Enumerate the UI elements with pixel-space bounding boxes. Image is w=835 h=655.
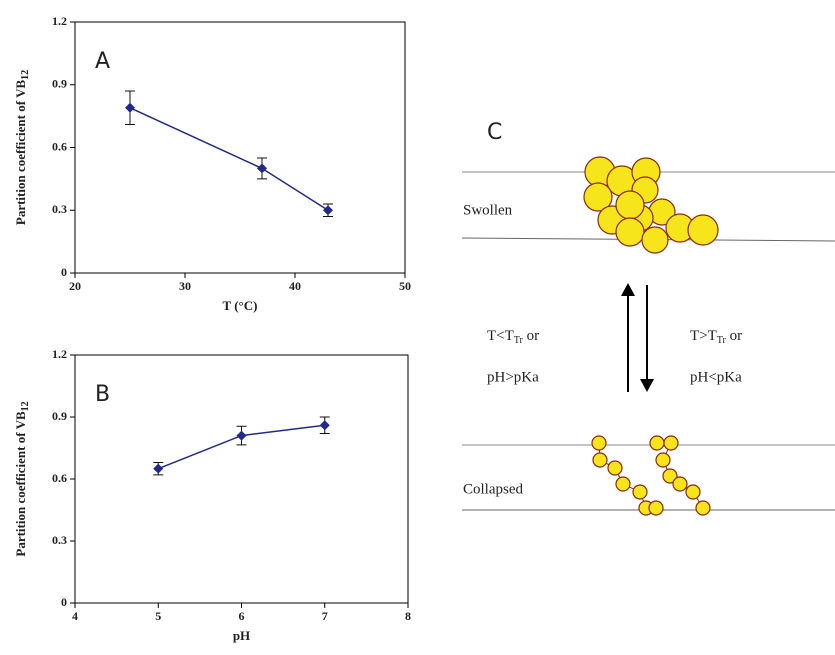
state-label: Swollen — [463, 202, 513, 218]
bead — [649, 435, 665, 451]
cond-text: or — [726, 328, 742, 344]
x-tick-label: 50 — [399, 279, 411, 293]
y-axis-label-text: Partition coefficient of VB — [13, 411, 28, 557]
data-point — [153, 463, 164, 474]
state-label: Collapsed — [463, 481, 523, 497]
y-tick-label: 0.6 — [52, 471, 67, 485]
bead — [592, 452, 608, 468]
bead — [583, 182, 613, 212]
bead — [655, 452, 671, 468]
chain — [598, 442, 656, 509]
condition: T<TTr or — [487, 328, 539, 346]
data-point — [236, 430, 247, 441]
y-tick-label: 0.3 — [52, 202, 67, 216]
x-tick-label: 40 — [289, 279, 301, 293]
series-line — [129, 107, 329, 211]
y-axis-label-sub: 12 — [20, 70, 31, 80]
condition: pH<pKa — [690, 369, 742, 385]
bead — [615, 190, 645, 220]
x-axis-label: T (°C) — [223, 298, 258, 313]
bead — [607, 460, 623, 476]
condition: T>TTr or — [690, 328, 742, 346]
y-axis-label-text: Partition coefficient of VB — [13, 80, 28, 226]
x-tick-label: 5 — [155, 609, 161, 623]
panel-label: A — [95, 49, 110, 74]
x-axis-label: pH — [233, 628, 250, 643]
diagram: C Swollen Collapsed T<TTr or pH>pKa T>TT… — [461, 120, 835, 516]
chart: 0 0.3 0.6 0.9 1.2 20 30 40 50 T (°C) Partition coe… — [13, 14, 411, 313]
arrow-head — [640, 379, 654, 392]
bead — [632, 484, 648, 500]
data-point — [323, 205, 333, 216]
data-point — [125, 102, 135, 113]
cond-sub: Tr — [514, 335, 524, 346]
y-tick-label: 1.2 — [52, 347, 67, 361]
cond-text: or — [523, 328, 539, 344]
x-tick-label: 8 — [405, 609, 411, 623]
x-tick-label: 7 — [322, 609, 328, 623]
y-axis-label: Partition coefficient of VB12 — [13, 70, 31, 225]
y-axis-label-sub: 12 — [20, 401, 31, 411]
x-tick-label: 6 — [239, 609, 245, 623]
bead — [641, 226, 669, 254]
cond-sub: Tr — [717, 335, 727, 346]
data-point — [319, 420, 330, 431]
y-tick-label: 0 — [61, 595, 67, 609]
y-tick-label: 0 — [61, 265, 67, 279]
y-tick-label: 0.6 — [52, 139, 67, 153]
y-tick-label: 0.9 — [52, 409, 67, 423]
bead — [615, 476, 631, 492]
bead — [648, 500, 664, 516]
condition: pH>pKa — [487, 369, 539, 385]
y-tick-label: 1.2 — [52, 14, 67, 28]
cond-text: T<T — [487, 328, 514, 344]
plot-frame — [74, 21, 406, 274]
x-tick-label: 30 — [179, 279, 191, 293]
y-axis-label: Partition coefficient of VB12 — [13, 401, 31, 556]
data-point — [257, 163, 267, 174]
cond-text: T>T — [690, 328, 717, 344]
y-tick-label: 0.9 — [52, 77, 67, 91]
bead — [685, 484, 701, 500]
arrow-head — [621, 283, 635, 296]
panel-label: C — [487, 120, 502, 145]
plot-frame — [74, 354, 409, 604]
bead — [687, 214, 719, 246]
x-tick-label: 20 — [69, 279, 81, 293]
bead — [662, 468, 678, 484]
bead — [672, 476, 688, 492]
bead — [615, 217, 645, 247]
bead — [695, 500, 711, 516]
chart: 0 0.3 0.6 0.9 1.2 4 5 6 7 8 pH Partition coefficien… — [13, 347, 411, 643]
bead — [591, 435, 607, 451]
bead — [663, 435, 679, 451]
panel-label: B — [95, 382, 110, 407]
x-tick-label: 4 — [72, 609, 78, 623]
y-tick-label: 0.3 — [52, 533, 67, 547]
